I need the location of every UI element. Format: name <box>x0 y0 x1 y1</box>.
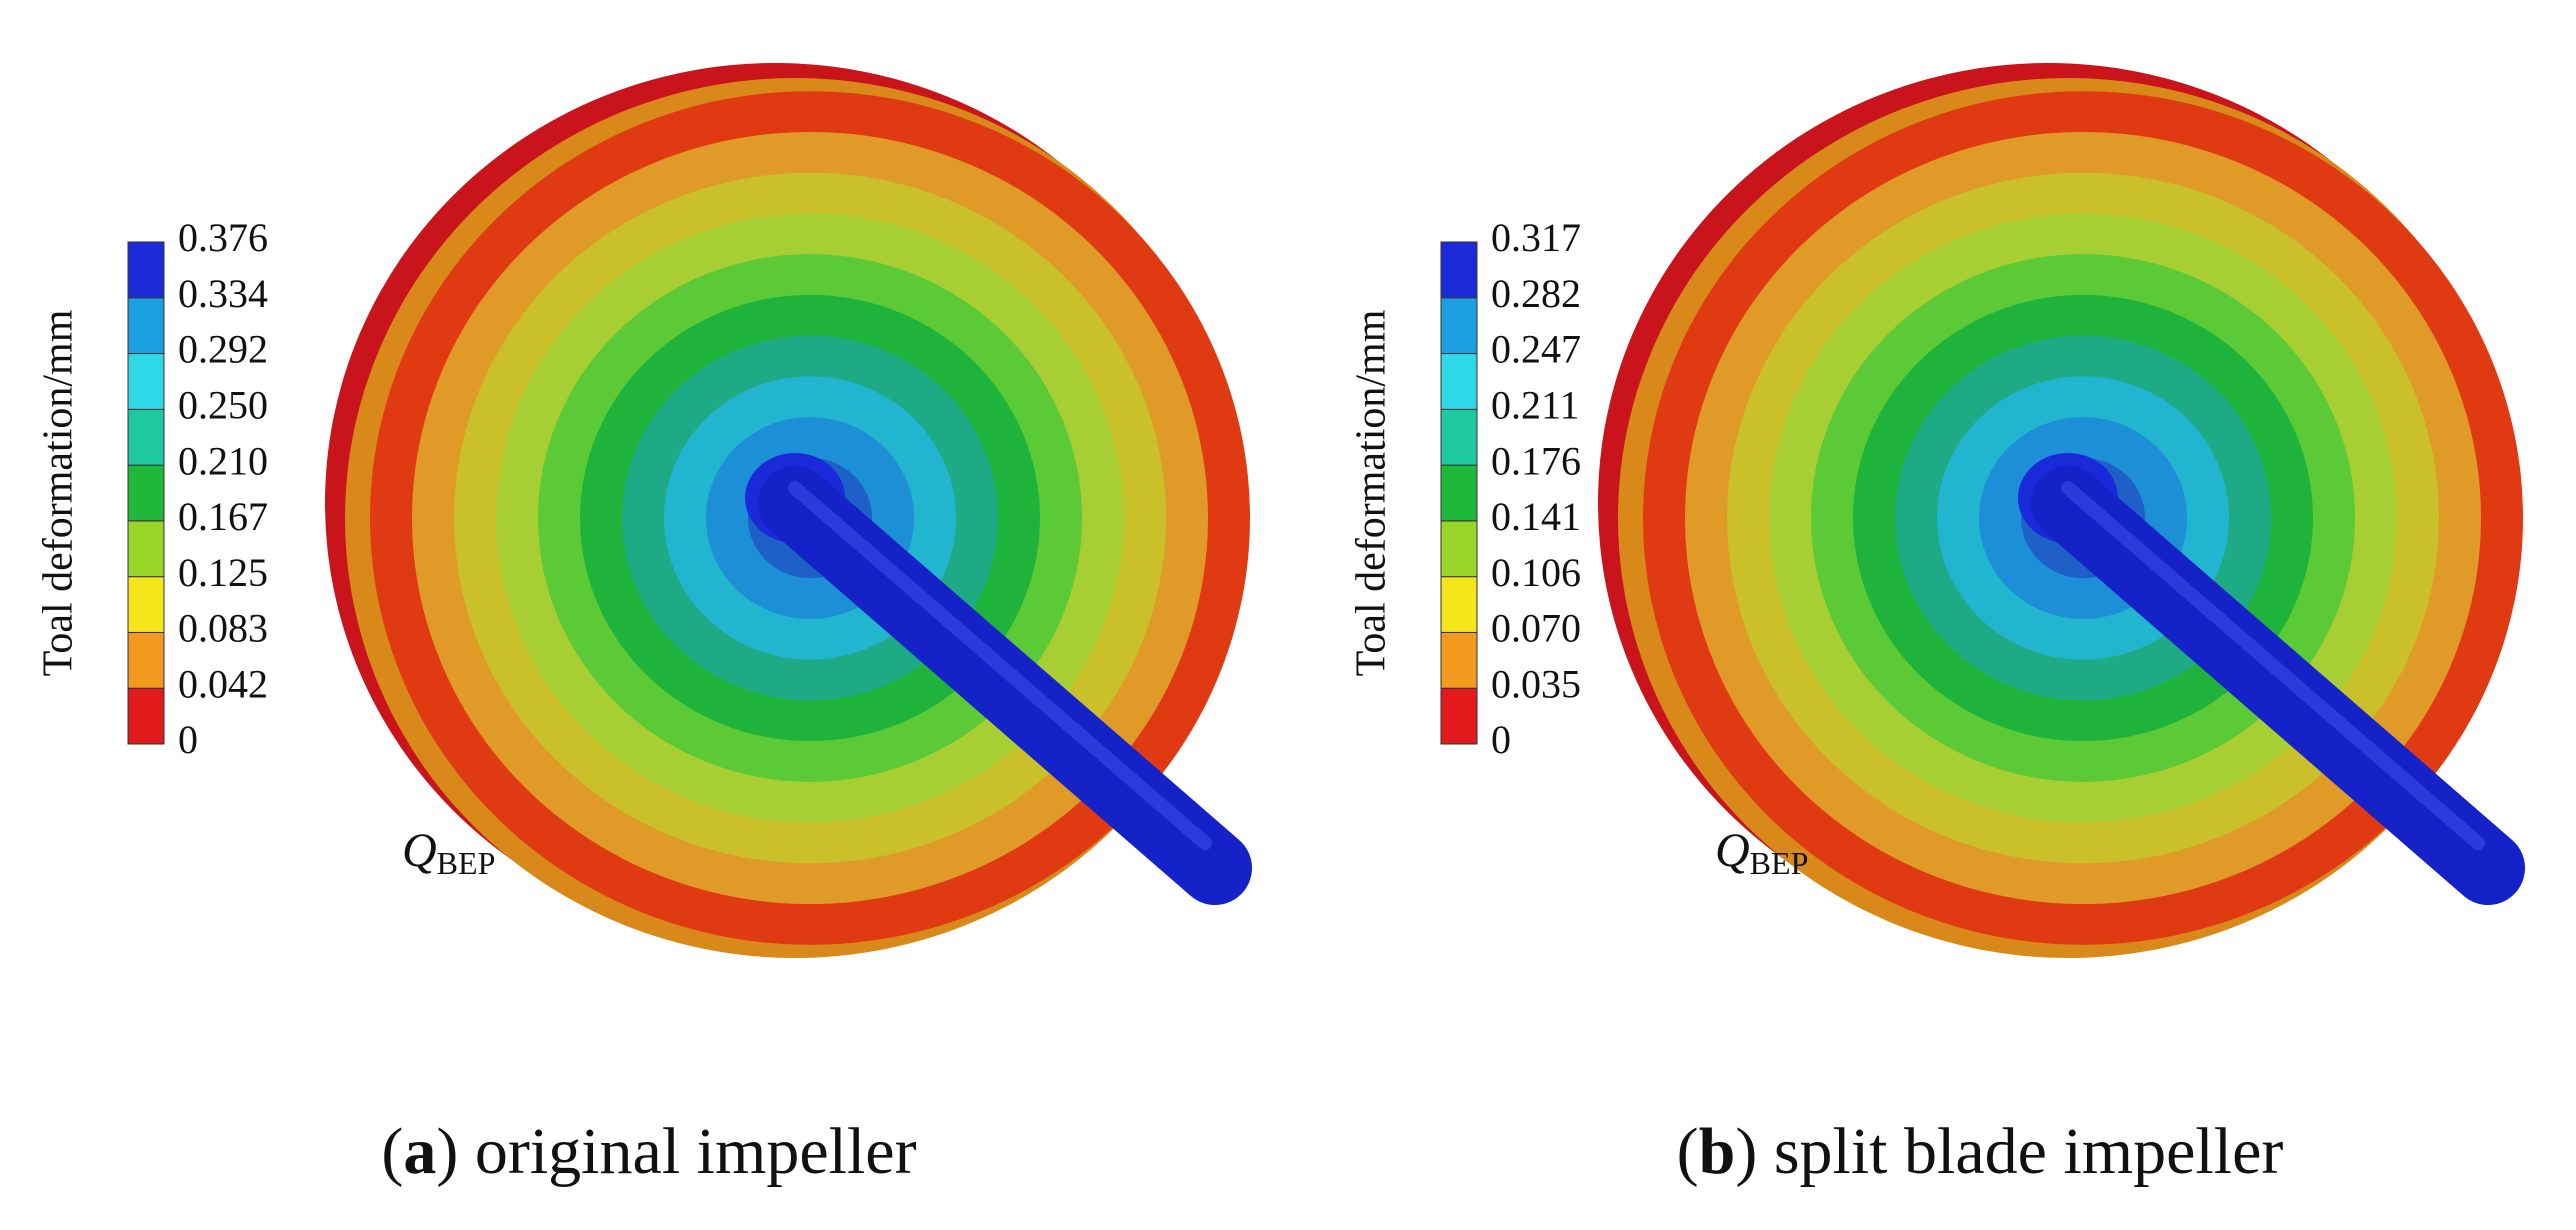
colorbar-segment <box>1440 297 1478 355</box>
colorbar-segment <box>127 520 165 578</box>
caption-open: ( <box>1677 1115 1699 1188</box>
colorbar-segment <box>1440 631 1478 689</box>
colorbar-tick-label: 0.250 <box>178 383 268 428</box>
colorbar-segment <box>127 687 165 745</box>
colorbar-segment <box>127 297 165 355</box>
flow-annotation: QBEP <box>1715 824 1808 881</box>
colorbar-segment <box>1440 408 1478 466</box>
annotation-sub: BEP <box>1750 845 1809 881</box>
colorbar-segment <box>127 631 165 689</box>
colorbar-tick-label: 0.292 <box>178 327 268 372</box>
shaft <box>758 466 1252 905</box>
colorbar-tick-label: 0.125 <box>178 550 268 595</box>
caption-text: ) original impeller <box>436 1115 916 1188</box>
colorbar-tick-label: 0.317 <box>1491 215 1581 260</box>
colorbar-segment <box>127 353 165 410</box>
colorbar-segment <box>127 576 165 633</box>
colorbar-segment <box>1440 576 1478 633</box>
colorbar-title: Toal deformation/mm <box>36 309 82 676</box>
colorbar-tick-label: 0.210 <box>178 438 268 483</box>
colorbar-segment <box>127 241 165 299</box>
colorbar-tick-label: 0 <box>1491 717 1511 762</box>
shaft-highlight <box>788 481 1212 850</box>
caption-label: b <box>1699 1115 1736 1188</box>
colorbar-tick-label: 0.176 <box>1491 438 1581 483</box>
colorbar-tick-label: 0.083 <box>178 606 268 651</box>
colorbar-tick-label: 0.376 <box>178 215 268 260</box>
colorbar-tick-label: 0.167 <box>178 494 268 539</box>
colorbar-tick-label: 0.282 <box>1491 271 1581 316</box>
colorbar-tick-label: 0.042 <box>178 661 268 706</box>
flow-annotation: QBEP <box>402 824 495 881</box>
colorbar-segment <box>127 464 165 522</box>
colorbar-segment <box>1440 353 1478 410</box>
shaft-highlight <box>2061 481 2485 850</box>
colorbar-tick-label: 0.035 <box>1491 661 1581 706</box>
colorbar-tick-label: 0.070 <box>1491 606 1581 651</box>
colorbar-title: Toal deformation/mm <box>1349 309 1395 676</box>
colorbar-segment <box>1440 464 1478 522</box>
colorbar-tick-label: 0.106 <box>1491 550 1581 595</box>
colorbar-segment <box>127 408 165 466</box>
caption: (b) split blade impeller <box>1677 1115 2284 1188</box>
annotation-sub: BEP <box>437 845 496 881</box>
colorbar-segment <box>1440 687 1478 745</box>
annotation-main: Q <box>1715 824 1750 877</box>
colorbar-tick-label: 0.141 <box>1491 494 1581 539</box>
colorbar-tick-label: 0.334 <box>178 271 268 316</box>
colorbar-segment <box>1440 241 1478 299</box>
annotation-main: Q <box>402 824 437 877</box>
shaft <box>2031 466 2525 905</box>
caption-label: a <box>403 1115 436 1188</box>
colorbar-tick-label: 0.247 <box>1491 327 1581 372</box>
caption-open: ( <box>381 1115 403 1188</box>
colorbar-segment <box>1440 520 1478 578</box>
caption: (a) original impeller <box>381 1115 916 1188</box>
caption-text: ) split blade impeller <box>1735 1115 2283 1188</box>
colorbar-tick-label: 0 <box>178 717 198 762</box>
colorbar-tick-label: 0.211 <box>1491 383 1580 428</box>
